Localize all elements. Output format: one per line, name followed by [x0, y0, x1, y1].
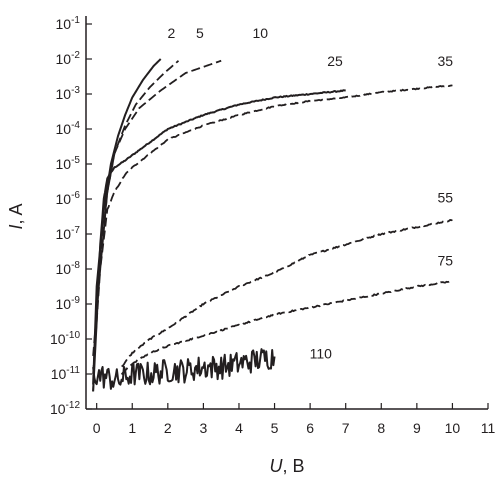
- y-tick-exponent: -5: [71, 155, 80, 166]
- x-tick-label: 8: [377, 420, 385, 436]
- series-label: 35: [438, 53, 454, 69]
- y-tick-base: 10: [50, 401, 66, 417]
- x-tick-label: 9: [413, 420, 421, 436]
- series-label: 55: [438, 190, 454, 206]
- x-tick-label: 2: [164, 420, 172, 436]
- y-tick-exponent: -6: [71, 190, 80, 201]
- x-tick-label: 5: [271, 420, 279, 436]
- axes-layer: [85, 16, 488, 410]
- series-2-line: [92, 58, 162, 385]
- y-tick-label: 10-7: [56, 225, 81, 242]
- y-tick-base: 10: [56, 191, 72, 207]
- x-axis-var: U: [269, 456, 283, 476]
- series-label: 110: [310, 345, 333, 361]
- y-tick-label: 10-11: [51, 365, 81, 382]
- y-tick-exponent: -9: [71, 295, 80, 306]
- y-tick-label: 10-12: [50, 400, 80, 417]
- x-tick-label: 10: [445, 420, 461, 436]
- curves-layer: [92, 58, 453, 392]
- x-tick-label: 1: [128, 420, 136, 436]
- series-75-line: [120, 280, 453, 375]
- series-35-line: [92, 84, 453, 357]
- y-tick-base: 10: [56, 296, 72, 312]
- series-label: 5: [196, 25, 204, 41]
- y-tick-label: 10-6: [56, 190, 81, 207]
- y-tick-base: 10: [56, 121, 72, 137]
- y-tick-label: 10-10: [50, 330, 80, 347]
- y-tick-exponent: -4: [71, 120, 80, 131]
- y-tick-exponent: -8: [71, 260, 80, 271]
- y-tick-label: 10-9: [56, 295, 81, 312]
- series-label: 2: [167, 25, 175, 41]
- y-ticks: 10-110-210-310-410-510-610-710-810-910-1…: [50, 15, 92, 417]
- y-tick-base: 10: [56, 86, 72, 102]
- x-tick-label: 11: [481, 420, 495, 436]
- y-tick-label: 10-4: [56, 120, 81, 137]
- series-label: 10: [253, 25, 269, 41]
- y-tick-exponent: -1: [71, 15, 80, 26]
- series-25-line: [92, 89, 346, 392]
- x-tick-label: 4: [235, 420, 243, 436]
- x-axis-unit: , В: [282, 456, 304, 476]
- y-tick-base: 10: [56, 261, 72, 277]
- y-axis-title: I, A: [6, 203, 26, 229]
- y-tick-base: 10: [51, 366, 67, 382]
- x-ticks: 0 1 2 3 4 5 6 7 8 9 10 11: [93, 403, 495, 436]
- y-tick-label: 10-3: [56, 85, 81, 102]
- y-tick-label: 10-2: [56, 50, 81, 67]
- series-55-line: [121, 219, 453, 368]
- y-tick-exponent: -7: [71, 225, 80, 236]
- y-tick-exponent: -12: [66, 400, 81, 411]
- y-tick-label: 10-1: [56, 15, 81, 32]
- x-tick-label: 0: [93, 420, 101, 436]
- y-tick-exponent: -11: [66, 365, 80, 376]
- series-label: 25: [327, 53, 343, 69]
- series-label: 75: [438, 253, 454, 269]
- series-5-line: [92, 60, 180, 392]
- y-axis-var: I: [6, 225, 26, 230]
- y-tick-base: 10: [56, 156, 72, 172]
- y-tick-exponent: -10: [66, 330, 81, 341]
- x-tick-label: 3: [199, 420, 207, 436]
- series-10-line: [92, 59, 222, 375]
- x-axis-title: U, В: [269, 456, 304, 476]
- y-tick-exponent: -2: [71, 50, 80, 61]
- y-tick-label: 10-8: [56, 260, 81, 277]
- y-tick-base: 10: [56, 51, 72, 67]
- x-tick-label: 7: [342, 420, 350, 436]
- y-tick-base: 10: [50, 331, 66, 347]
- y-tick-base: 10: [56, 226, 72, 242]
- y-tick-exponent: -3: [71, 85, 80, 96]
- x-tick-label: 6: [306, 420, 314, 436]
- series-110-line: [92, 348, 276, 390]
- y-tick-label: 10-5: [56, 155, 81, 172]
- y-tick-base: 10: [56, 16, 72, 32]
- y-axis-unit: , A: [6, 203, 26, 224]
